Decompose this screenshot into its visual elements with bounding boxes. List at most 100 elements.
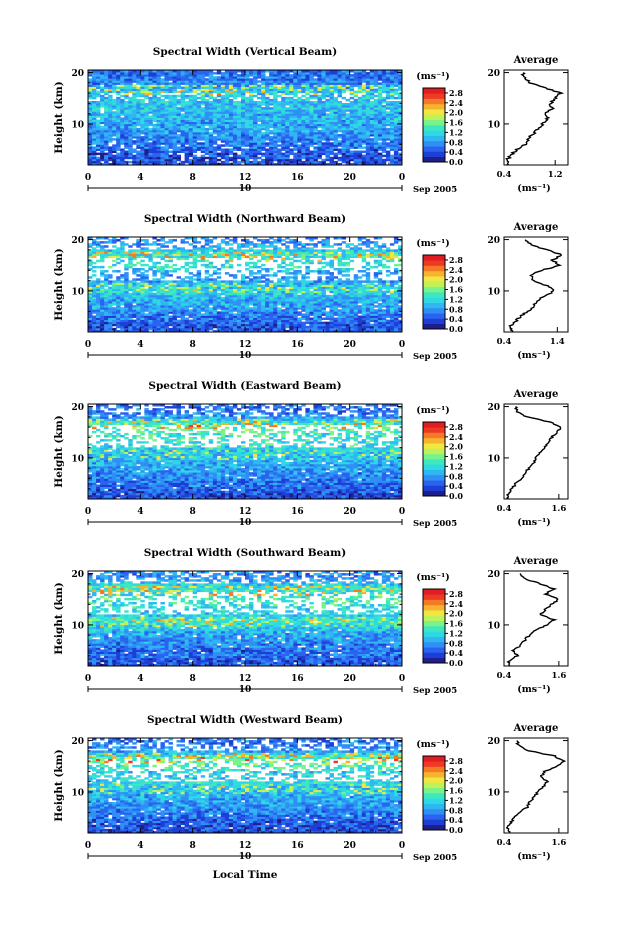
- colorbar-tick-label: 0.8: [449, 805, 463, 815]
- colorbar-segment: [423, 604, 445, 611]
- colorbar-tick-label: 0.8: [449, 471, 463, 481]
- colorbar-unit: (ms⁻¹): [416, 238, 450, 249]
- average-unit: (ms⁻¹): [517, 684, 551, 695]
- colorbar-frame: [422, 254, 446, 330]
- average-frame: [503, 403, 569, 500]
- y-tick-label: 10: [71, 454, 84, 464]
- colorbar-unit: (ms⁻¹): [416, 572, 450, 583]
- x-tick-label: 16: [291, 841, 304, 851]
- x-tick-label: 0: [399, 173, 405, 183]
- date-label: Sep 2005: [413, 352, 457, 362]
- average-x-tick-label: 1.6: [551, 504, 566, 514]
- average-frame: [503, 737, 569, 834]
- colorbar-tick-label: 2.0: [449, 442, 463, 452]
- heatmap-cells: [88, 404, 403, 500]
- colorbar-segment: [423, 276, 445, 282]
- colorbar-tick-label: 2.0: [449, 609, 463, 619]
- colorbar-segment: [423, 265, 445, 272]
- colorbar-tick-label: 2.4: [449, 265, 463, 275]
- y-tick-label: 20: [71, 570, 84, 580]
- panel-title: Spectral Width (Westward Beam): [147, 714, 343, 726]
- x-tick-label: 4: [137, 507, 143, 517]
- colorbar-segment: [423, 323, 445, 330]
- average-profile: Average 10 20 0.4 1.6(ms⁻¹): [487, 389, 569, 528]
- average-profile: Average 10 20 0.4 1.6(ms⁻¹): [487, 723, 569, 862]
- colorbar-segment: [423, 474, 445, 481]
- average-x-tick-label: 1.2: [548, 170, 563, 180]
- colorbar-tick-label: 1.6: [449, 118, 463, 128]
- colorbar-segment: [423, 88, 445, 94]
- colorbar-tick-label: 2.4: [449, 98, 463, 108]
- colorbar-segment: [423, 793, 445, 799]
- average-line: [505, 405, 562, 500]
- colorbar-tick-label: 1.6: [449, 285, 463, 295]
- heatmap-cells: [88, 237, 403, 333]
- x-tick-label: 0: [85, 507, 91, 517]
- colorbar-tick-label: 0.8: [449, 304, 463, 314]
- day-label: 10: [239, 351, 252, 361]
- average-x-tick-label: 1.6: [551, 671, 566, 681]
- colorbar-segment: [423, 443, 445, 449]
- colorbar-segment: [423, 156, 445, 163]
- colorbar-segment: [423, 313, 445, 319]
- average-x-tick-label: 0.4: [497, 838, 512, 848]
- y-axis-label: Height (km): [53, 81, 65, 153]
- average-y-tick-label: 10: [487, 287, 500, 297]
- colorbar-segment: [423, 803, 445, 810]
- x-tick-label: 4: [137, 674, 143, 684]
- average-title: Average: [513, 556, 559, 567]
- colorbar-segment: [423, 125, 445, 131]
- panel-0: Spectral Width (Vertical Beam) 0 4 8 12 16 20 0…: [53, 46, 569, 195]
- colorbar-segment: [423, 469, 445, 476]
- colorbar-tick-label: 1.2: [449, 461, 463, 471]
- x-tick-label: 8: [190, 674, 196, 684]
- colorbar-tick-label: 0.0: [449, 324, 463, 334]
- colorbar-segment: [423, 422, 445, 428]
- colorbar-segment: [423, 756, 445, 762]
- colorbar-segment: [423, 281, 445, 288]
- colorbar-segment: [423, 761, 445, 767]
- panel-3: Spectral Width (Southward Beam) 0 4 8 12 16 20…: [53, 547, 569, 696]
- y-axis-label: Height (km): [53, 415, 65, 487]
- colorbar-segment: [423, 119, 445, 126]
- colorbar-unit: (ms⁻¹): [416, 405, 450, 416]
- average-unit: (ms⁻¹): [517, 517, 551, 528]
- x-tick-label: 20: [343, 841, 356, 851]
- date-label: Sep 2005: [413, 686, 457, 696]
- y-tick-label: 10: [71, 287, 84, 297]
- colorbar-segment: [423, 589, 445, 595]
- panel-title: Spectral Width (Southward Beam): [144, 547, 346, 559]
- colorbar-segment: [423, 480, 445, 486]
- day-label: 10: [239, 184, 252, 194]
- x-tick-label: 12: [239, 173, 252, 183]
- colorbar-segment: [423, 636, 445, 643]
- colorbar-segment: [423, 432, 445, 439]
- colorbar-segment: [423, 594, 445, 600]
- x-tick-label: 12: [239, 841, 252, 851]
- average-y-tick-label: 20: [487, 69, 500, 79]
- average-unit: (ms⁻¹): [517, 183, 551, 194]
- x-tick-label: 8: [190, 340, 196, 350]
- average-y-tick-label: 20: [487, 570, 500, 580]
- average-unit: (ms⁻¹): [517, 851, 551, 862]
- average-line: [505, 740, 567, 834]
- x-tick-label: 20: [343, 507, 356, 517]
- colorbar-frame: [422, 87, 446, 163]
- colorbar-segment: [423, 286, 445, 293]
- day-label: 10: [239, 852, 252, 862]
- colorbar-segment: [423, 610, 445, 616]
- x-tick-label: 4: [137, 841, 143, 851]
- colorbar-segment: [423, 270, 445, 277]
- colorbar-frame: [422, 755, 446, 831]
- colorbar-segment: [423, 814, 445, 820]
- colorbar-tick-label: 2.4: [449, 432, 463, 442]
- colorbar-tick-label: 2.0: [449, 108, 463, 118]
- colorbar-segment: [423, 771, 445, 778]
- colorbar-segment: [423, 615, 445, 622]
- colorbar-segment: [423, 641, 445, 648]
- colorbar-segment: [423, 98, 445, 105]
- average-y-tick-label: 10: [487, 788, 500, 798]
- colorbar: (ms⁻¹) 0.00.40.81.21.62.02.42.8: [416, 71, 463, 167]
- x-tick-label: 0: [399, 841, 405, 851]
